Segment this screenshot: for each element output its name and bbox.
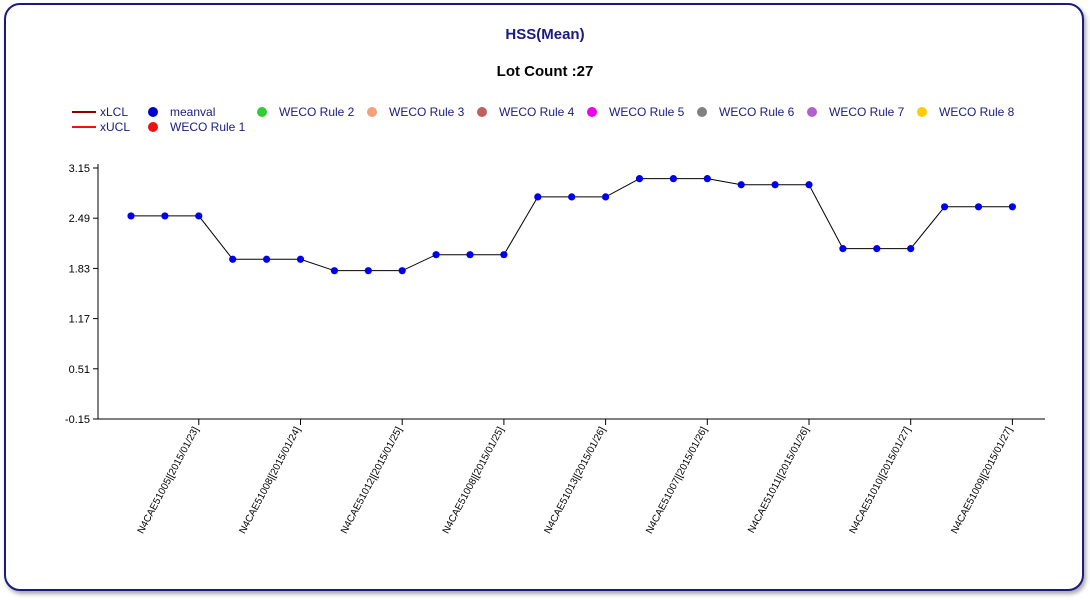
data-point: [127, 212, 135, 220]
legend-line-swatch: [72, 111, 96, 113]
x-tick-label: N4CAE51007|[2015/01/26]: [644, 425, 710, 536]
x-tick-label: N4CAE51008|[2015/01/24]: [237, 425, 303, 536]
data-point: [466, 251, 474, 259]
legend-dot-swatch: [148, 122, 158, 132]
data-point: [805, 181, 813, 189]
legend-label: WECO Rule 8: [939, 105, 1015, 119]
data-point: [364, 267, 372, 275]
legend-label: WECO Rule 4: [499, 105, 575, 119]
x-tick-label: N4CAE51005|[2015/01/23]: [136, 425, 202, 536]
y-tick-label: 1.83: [69, 263, 90, 275]
legend-label: WECO Rule 2: [279, 105, 355, 119]
legend-dot-swatch: [917, 107, 927, 117]
data-point: [941, 203, 949, 211]
data-point: [771, 181, 779, 189]
x-tick-label: N4CAE51013|[2015/01/26]: [543, 425, 609, 536]
y-tick-label: 2.49: [69, 213, 90, 225]
y-tick-label: -0.15: [65, 414, 90, 426]
data-point: [432, 251, 440, 259]
data-point: [195, 212, 203, 220]
legend-dot-swatch: [257, 107, 267, 117]
legend-line-swatch: [72, 126, 96, 128]
data-point: [1008, 203, 1017, 211]
y-tick-label: 3.15: [69, 163, 90, 175]
data-point: [907, 245, 915, 253]
data-point: [330, 267, 338, 275]
legend-label: WECO Rule 7: [829, 105, 905, 119]
x-tick-label: N4CAE51011|[2015/01/26]: [746, 425, 812, 535]
legend-label: WECO Rule 5: [609, 105, 685, 119]
data-point: [974, 203, 983, 211]
y-tick-label: 1.17: [69, 314, 90, 326]
data-point: [873, 245, 881, 253]
data-point: [737, 181, 745, 189]
data-point: [500, 251, 508, 259]
legend-dot-swatch: [477, 107, 487, 117]
chart-frame: [4, 3, 1084, 591]
series-line-meanval: [131, 178, 1013, 272]
data-point: [568, 193, 576, 201]
data-point: [703, 175, 711, 183]
legend-dot-swatch: [367, 107, 377, 117]
x-tick-label: N4CAE51009|[2015/01/27]: [949, 425, 1015, 536]
x-tick-label: N4CAE51012|[2015/01/25]: [339, 425, 405, 536]
data-point: [534, 193, 542, 201]
legend-label: meanval: [170, 105, 216, 119]
data-point: [229, 255, 237, 263]
legend-dot-swatch: [587, 107, 597, 117]
chart-title: HSS(Mean): [505, 26, 585, 43]
legend-dot-swatch: [697, 107, 707, 117]
legend-dot-swatch: [148, 107, 158, 117]
legend-dot-swatch: [807, 107, 817, 117]
legend-label: xUCL: [100, 120, 131, 134]
data-point: [161, 212, 169, 220]
data-point: [263, 255, 271, 263]
legend-label: WECO Rule 3: [389, 105, 465, 119]
legend-label: WECO Rule 6: [719, 105, 795, 119]
chart-subtitle: Lot Count :27: [496, 63, 594, 80]
data-point: [296, 255, 305, 263]
x-tick-label: N4CAE51008|[2015/01/25]: [441, 425, 507, 536]
legend-label: WECO Rule 1: [170, 120, 246, 134]
data-point: [602, 193, 610, 201]
data-point: [839, 245, 847, 253]
y-tick-label: 0.51: [69, 364, 90, 376]
data-point: [669, 175, 678, 183]
legend-label: xLCL: [100, 105, 129, 119]
x-tick-label: N4CAE51010|[2015/01/27]: [848, 425, 914, 536]
data-point: [635, 175, 644, 183]
data-point: [398, 267, 406, 275]
